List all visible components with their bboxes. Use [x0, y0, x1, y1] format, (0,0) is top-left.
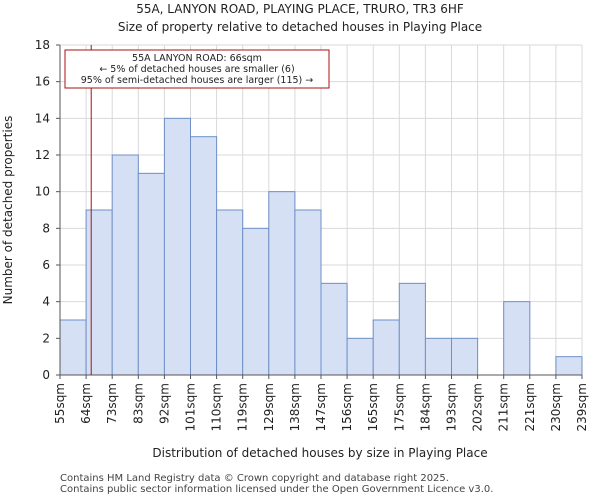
x-tick-label: 119sqm	[236, 383, 250, 431]
x-tick-label: 156sqm	[340, 383, 354, 431]
annotation-line: ← 5% of detached houses are smaller (6)	[99, 64, 294, 75]
y-tick-label: 0	[42, 368, 50, 382]
x-axis-label: Distribution of detached houses by size …	[152, 446, 487, 460]
histogram-bar	[268, 191, 296, 376]
histogram-bar	[190, 136, 218, 376]
y-tick-label: 14	[35, 111, 50, 125]
histogram-bar	[503, 301, 531, 376]
histogram-bar	[216, 209, 244, 376]
y-tick-label: 18	[35, 38, 50, 52]
x-tick-label: 175sqm	[392, 383, 406, 431]
footer-line-1: Contains HM Land Registry data © Crown c…	[60, 473, 449, 484]
histogram-bar	[451, 337, 479, 376]
histogram-bar	[242, 227, 270, 376]
y-tick-label: 12	[35, 148, 50, 162]
x-tick-label: 211sqm	[497, 383, 511, 431]
x-tick-label: 239sqm	[575, 383, 589, 431]
x-tick-label: 83sqm	[131, 383, 145, 424]
histogram-bar	[320, 282, 348, 376]
annotation-box	[64, 49, 330, 89]
chart-subtitle: Size of property relative to detached ho…	[117, 20, 483, 34]
x-tick-label: 147sqm	[314, 383, 328, 431]
annotation-line: 55A LANYON ROAD: 66sqm	[132, 53, 262, 64]
histogram-bar	[85, 209, 113, 376]
histogram-bar	[294, 209, 322, 376]
y-tick-label: 4	[42, 295, 50, 309]
x-tick-label: 230sqm	[549, 383, 563, 431]
x-tick-label: 129sqm	[262, 383, 276, 431]
histogram-bar	[555, 356, 583, 376]
x-tick-label: 165sqm	[366, 383, 380, 431]
y-tick-label: 8	[42, 221, 50, 235]
y-tick-label: 6	[42, 258, 50, 272]
annotation-line: 95% of semi-detached houses are larger (…	[81, 75, 314, 86]
histogram-bar	[346, 337, 374, 376]
x-tick-label: 110sqm	[210, 383, 224, 431]
histogram-bar	[59, 319, 87, 376]
x-tick-label: 92sqm	[157, 383, 171, 424]
x-tick-label: 202sqm	[471, 383, 485, 431]
histogram-bar	[398, 282, 426, 376]
y-tick-label: 10	[35, 185, 50, 199]
histogram-bar	[424, 337, 452, 376]
chart-title: 55A, LANYON ROAD, PLAYING PLACE, TRURO, …	[136, 2, 464, 16]
histogram-bar	[137, 172, 165, 376]
x-tick-label: 184sqm	[418, 383, 432, 431]
x-tick-label: 221sqm	[523, 383, 537, 431]
y-tick-label: 2	[42, 331, 50, 345]
histogram-chart: 0 2 4 6 8 10 12 14 16 18 55sqm 64sqm 73sqm 83sqm 92sqm…	[1, 38, 589, 460]
footer-line-2: Contains public sector information licen…	[60, 484, 494, 495]
y-axis-label: Number of detached properties	[1, 116, 15, 305]
histogram-bar	[163, 117, 191, 376]
x-tick-label: 55sqm	[53, 383, 67, 424]
x-tick-label: 64sqm	[79, 383, 93, 424]
y-tick-label: 16	[35, 75, 50, 89]
x-tick-label: 138sqm	[288, 383, 302, 431]
histogram-bar	[372, 319, 400, 376]
histogram-bar	[111, 154, 139, 376]
x-tick-label: 101sqm	[184, 383, 198, 431]
x-tick-label: 193sqm	[445, 383, 459, 431]
x-tick-label: 73sqm	[105, 383, 119, 424]
